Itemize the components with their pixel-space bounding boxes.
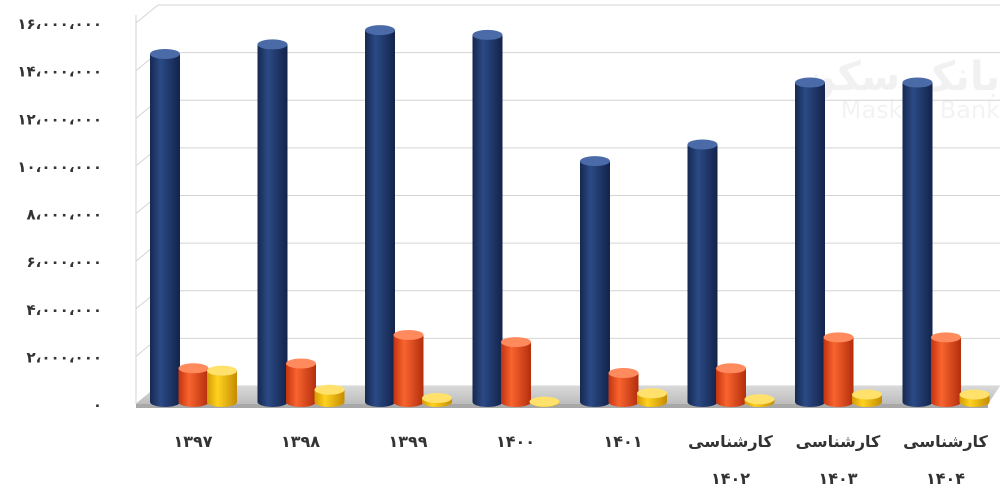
bar-cap bbox=[852, 389, 882, 400]
y-tick-label-2: ۴،۰۰۰،۰۰۰ bbox=[27, 301, 102, 319]
x-tick-label-4-line-0: ۱۴۰۱ bbox=[603, 432, 642, 451]
bar-0-series-0 bbox=[150, 48, 180, 408]
bar-0-series-1 bbox=[178, 363, 209, 407]
bar-cap bbox=[931, 332, 961, 343]
y-tick-label-4: ۸،۰۰۰،۰۰۰ bbox=[27, 206, 102, 224]
x-tick-label-7-line-1: ۱۴۰۴ bbox=[926, 469, 965, 488]
y-tick-label-3: ۶،۰۰۰،۰۰۰ bbox=[27, 253, 102, 271]
y-tick-label-6: ۱۲،۰۰۰،۰۰۰ bbox=[17, 110, 102, 128]
bar-6-series-2 bbox=[852, 389, 882, 407]
bar-cap bbox=[795, 77, 825, 88]
bar-body bbox=[178, 368, 209, 407]
bar-cap bbox=[207, 365, 237, 376]
bar-cap bbox=[902, 77, 933, 88]
bar-2-series-1 bbox=[393, 329, 424, 407]
x-tick-label-7-line-0: کارشناسی bbox=[903, 432, 988, 451]
bar-body bbox=[393, 334, 424, 407]
bar-7-series-0 bbox=[902, 77, 933, 407]
bar-cap bbox=[580, 156, 610, 167]
bar-body bbox=[207, 370, 237, 407]
bar-body bbox=[931, 337, 961, 407]
y-tick-label-5: ۱۰،۰۰۰،۰۰۰ bbox=[17, 158, 102, 176]
bar-cap bbox=[314, 384, 345, 395]
bar-cap bbox=[823, 332, 854, 343]
bar-4-series-2 bbox=[637, 388, 667, 407]
bar-4-series-1 bbox=[608, 368, 639, 407]
bar-body bbox=[286, 363, 316, 407]
bar-cap bbox=[365, 25, 395, 36]
bar-body bbox=[257, 44, 288, 408]
bar-body bbox=[716, 368, 746, 407]
x-tick-label-0-line-0: ۱۳۹۷ bbox=[173, 432, 212, 451]
chart-floor bbox=[136, 386, 1000, 404]
bar-3-series-2 bbox=[529, 396, 560, 407]
bar-body bbox=[687, 144, 718, 407]
bar-cap bbox=[716, 363, 746, 374]
bar-cap bbox=[422, 393, 452, 404]
y-tick-label-0: ۰ bbox=[93, 396, 102, 414]
bar-1-series-0 bbox=[257, 39, 288, 408]
bar-5-series-2 bbox=[744, 394, 775, 407]
bar-cap bbox=[501, 337, 531, 348]
bar-7-series-2 bbox=[959, 389, 990, 407]
watermark-text-fa: بانک سکن bbox=[801, 54, 1000, 100]
y-tick-label-7: ۱۴،۰۰۰،۰۰۰ bbox=[17, 63, 102, 81]
bar-4-series-0 bbox=[580, 156, 610, 407]
bar-body bbox=[365, 30, 395, 408]
bar-body bbox=[472, 34, 503, 407]
bar-2-series-0 bbox=[365, 25, 395, 408]
x-tick-label-1-line-0: ۱۳۹۸ bbox=[281, 432, 320, 451]
bar-cap bbox=[744, 394, 775, 405]
bar-body bbox=[501, 342, 531, 407]
bar-body bbox=[150, 53, 180, 408]
bar-cap bbox=[150, 48, 180, 59]
bar-body bbox=[823, 337, 854, 407]
bar-1-series-1 bbox=[286, 358, 316, 407]
bar-1-series-2 bbox=[314, 384, 345, 407]
bar-cap bbox=[178, 363, 209, 374]
bar-cap bbox=[959, 389, 990, 400]
x-tick-label-6-line-0: کارشناسی bbox=[796, 432, 881, 451]
bar-6-series-1 bbox=[823, 332, 854, 407]
x-tick-label-2-line-0: ۱۳۹۹ bbox=[388, 432, 427, 451]
x-tick-label-6-line-1: ۱۴۰۳ bbox=[818, 469, 857, 488]
bar-cap bbox=[472, 29, 503, 40]
x-tick-label-3-line-0: ۱۴۰۰ bbox=[496, 432, 535, 451]
bar-body bbox=[608, 373, 639, 407]
bar-cap bbox=[687, 139, 718, 150]
y-tick-label-1: ۲،۰۰۰،۰۰۰ bbox=[27, 348, 102, 366]
x-tick-label-5-line-0: کارشناسی bbox=[688, 432, 773, 451]
bar-7-series-1 bbox=[931, 332, 961, 407]
bar-body bbox=[795, 82, 825, 407]
bar-cap bbox=[608, 368, 639, 379]
bar-3-series-0 bbox=[472, 29, 503, 407]
bar-3-series-1 bbox=[501, 337, 531, 407]
bar-cap bbox=[637, 388, 667, 399]
bar-cap bbox=[393, 329, 424, 340]
chart-floor-edge bbox=[136, 404, 988, 408]
bar-6-series-0 bbox=[795, 77, 825, 407]
bar-body bbox=[580, 161, 610, 407]
bar-cap bbox=[286, 358, 316, 369]
bar-2-series-2 bbox=[422, 393, 452, 407]
bar-cap bbox=[529, 396, 560, 407]
bar-5-series-0 bbox=[687, 139, 718, 407]
bar-5-series-1 bbox=[716, 363, 746, 407]
y-tick-label-8: ۱۶،۰۰۰،۰۰۰ bbox=[17, 15, 102, 33]
x-tick-label-5-line-1: ۱۴۰۲ bbox=[711, 469, 750, 488]
bar-cap bbox=[257, 39, 288, 50]
bar-0-series-2 bbox=[207, 365, 237, 407]
gridline-depth bbox=[135, 4, 159, 24]
bar-body bbox=[902, 82, 933, 407]
